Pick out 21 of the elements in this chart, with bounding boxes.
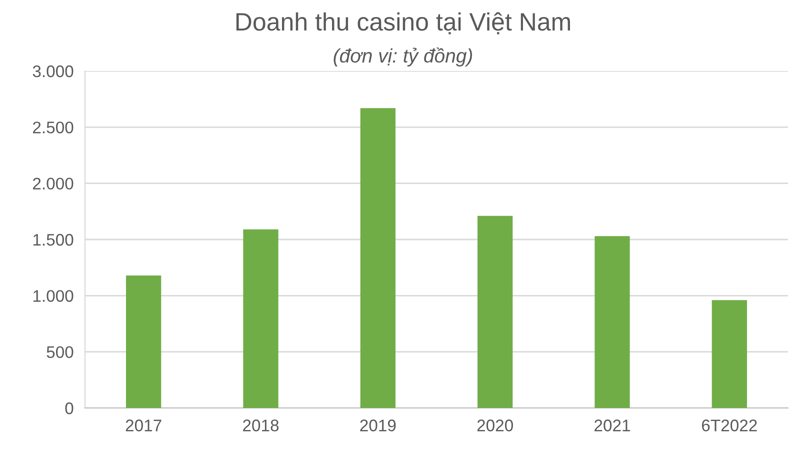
y-tick-label: 2.000 [33, 178, 74, 190]
bar [594, 236, 630, 408]
bar [126, 275, 162, 408]
y-tick-label: 3.000 [32, 65, 74, 78]
x-tick-label: 2020 [477, 420, 513, 432]
y-tick-label: 1.500 [33, 234, 74, 246]
y-tick-label: 0 [65, 402, 74, 414]
chart-title: Doanh thu casino tại Việt Nam [236, 12, 570, 34]
bar [360, 108, 396, 408]
x-tick-label: 2021 [594, 420, 630, 432]
y-tick-label: 1.000 [33, 290, 74, 302]
chart-subtitle: (đơn vị: tỷ đồng) [334, 48, 472, 66]
y-tick-label: 500 [46, 346, 74, 358]
x-tick-label: 2019 [360, 420, 396, 432]
bar [243, 229, 278, 408]
y-tick-label: 2.500 [33, 122, 74, 134]
bar [478, 216, 513, 408]
x-tick-label: 2017 [126, 420, 162, 432]
x-tick-label: 2018 [243, 420, 279, 432]
bar [712, 300, 747, 408]
x-tick-label: 6T2022 [702, 420, 757, 432]
